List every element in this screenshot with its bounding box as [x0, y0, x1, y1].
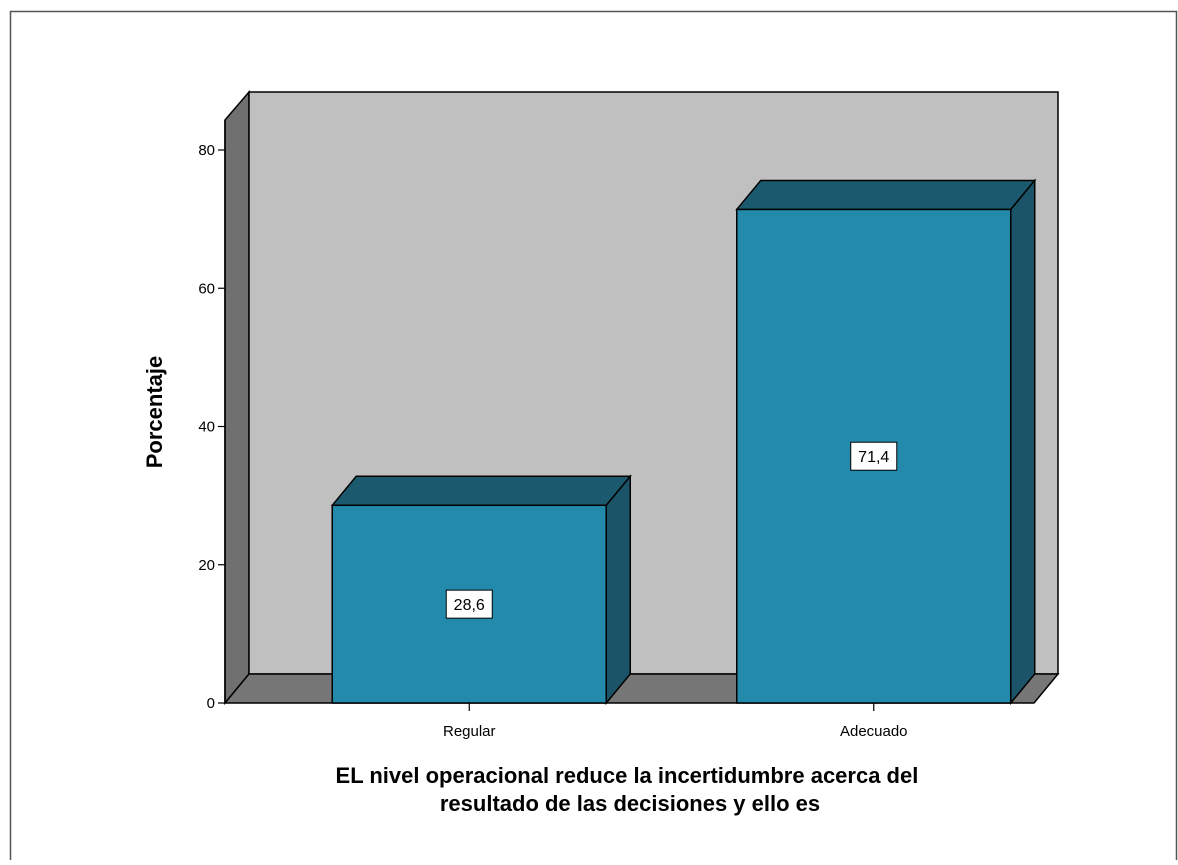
- bar-adecuado: 71,4: [735, 178, 1037, 706]
- y-tick-label: 40: [198, 419, 215, 436]
- data-label-box: [850, 441, 898, 471]
- left-wall: [224, 89, 250, 706]
- bars: 28,6 71,4: [330, 178, 1037, 706]
- bar-top-face: [330, 475, 632, 507]
- y-axis: 0 20 40 60 80: [198, 120, 226, 712]
- bar-side-face: [605, 474, 631, 706]
- category-label: Regular: [443, 723, 496, 740]
- data-label-box: [445, 589, 493, 619]
- y-tick-label: 0: [207, 695, 215, 712]
- category-labels: Regular Adecuado: [443, 703, 908, 740]
- y-axis-title: Porcentaje: [142, 356, 167, 469]
- bar-side-face: [1010, 178, 1036, 706]
- y-tick-label: 20: [198, 557, 215, 574]
- category-label: Adecuado: [840, 723, 908, 740]
- y-tick-label: 80: [198, 142, 215, 159]
- x-axis-title-line-1: EL nivel operacional reduce la incertidu…: [336, 763, 919, 788]
- bar-top-face: [735, 179, 1037, 211]
- data-label: 28,6: [454, 597, 485, 614]
- x-axis-title: EL nivel operacional reduce la incertidu…: [336, 763, 925, 816]
- data-label: 71,4: [858, 449, 889, 466]
- bar-regular: 28,6: [330, 474, 632, 706]
- y-tick-label: 60: [198, 280, 215, 297]
- chart-frame: [9, 10, 1178, 865]
- x-axis-title-line-2: resultado de las decisiones y ello es: [440, 791, 820, 816]
